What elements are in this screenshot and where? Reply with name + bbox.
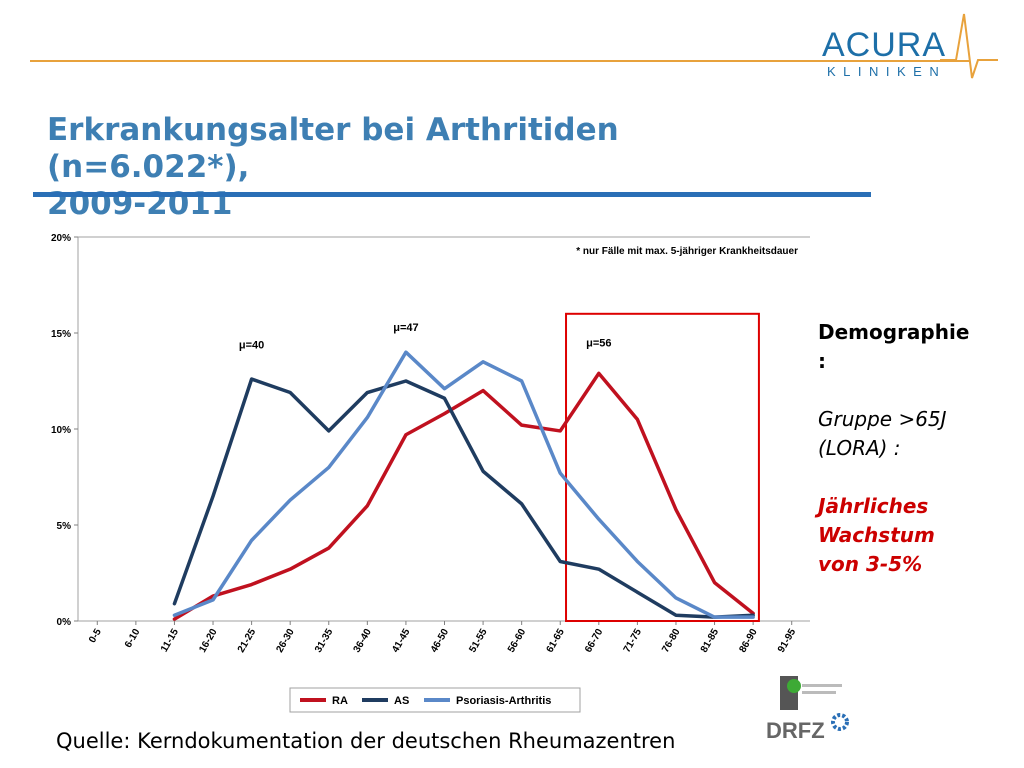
legend: RA AS Psoriasis-Arthritis: [289, 687, 581, 713]
header-line: [30, 60, 970, 62]
x-tick-label: 91-95: [776, 627, 799, 655]
x-tick-label: 66-70: [583, 627, 606, 655]
svg-text:DRFZ: DRFZ: [766, 718, 825, 743]
group-label-line-2: (LORA) :: [818, 436, 901, 460]
series-line-as: [172, 377, 755, 619]
x-tick-label: 26-30: [274, 627, 297, 655]
x-tick-label: 11-15: [159, 627, 181, 655]
x-tick-label: 16-20: [197, 627, 220, 655]
source-note: Quelle: Kerndokumentation der deutschen …: [56, 729, 676, 753]
x-tick-label: 0-5: [87, 627, 104, 645]
y-axis: 0% 5% 10% 15% 20%: [51, 233, 78, 628]
x-tick-label: 6-10: [123, 627, 143, 650]
legend-label: Psoriasis-Arthritis: [456, 695, 551, 707]
growth-line-2: Wachstum: [818, 523, 935, 547]
x-tick-label: 51-55: [467, 627, 490, 655]
y-tick-label: 10%: [51, 425, 71, 436]
y-tick-label: 20%: [51, 233, 71, 244]
chart-note: * nur Fälle mit max. 5-jähriger Krankhei…: [576, 246, 798, 257]
acura-logo-text: ACURA: [822, 26, 947, 64]
title-underline: [33, 192, 871, 197]
y-tick-label: 5%: [57, 521, 72, 532]
x-tick-label: 56-60: [506, 627, 529, 655]
mean-label: μ=56: [586, 337, 611, 349]
drfz-logo-icon: DRFZ: [766, 676, 849, 743]
mean-label: μ=47: [393, 322, 418, 334]
legend-label: AS: [394, 695, 409, 707]
growth-line-1: Jährliches: [818, 494, 929, 518]
x-tick-label: 21-25: [236, 627, 259, 655]
y-tick-label: 0%: [57, 617, 72, 628]
x-tick-label: 81-85: [699, 627, 722, 655]
y-tick-label: 15%: [51, 329, 71, 340]
series-line-ra: [172, 371, 755, 621]
title-line-1: Erkrankungsalter bei Arthritiden (n=6.02…: [47, 112, 619, 185]
x-tick-label: 46-50: [429, 627, 452, 655]
series-lines: [172, 350, 755, 621]
age-onset-chart: 0% 5% 10% 15% 20% 0-5 6-10 11-15 16-20 21-25 26-3…: [51, 233, 810, 713]
slide-title: Erkrankungsalter bei Arthritiden (n=6.02…: [47, 112, 807, 223]
x-tick-label: 71-75: [622, 627, 645, 655]
x-tick-label: 86-90: [737, 627, 760, 655]
growth-line-3: von 3-5%: [818, 552, 923, 576]
group-label-line-1: Gruppe >65J: [818, 407, 947, 431]
x-tick-label: 31-35: [313, 627, 336, 655]
series-line-psoriasis-arthritis: [172, 350, 755, 619]
x-tick-label: 36-40: [352, 627, 375, 655]
lora-highlight-box: [565, 312, 760, 623]
x-tick-label: 61-65: [545, 627, 568, 655]
x-axis: 0-5 6-10 11-15 16-20 21-25 26-30 31-35 36-40 41-…: [87, 621, 799, 655]
mean-label: μ=40: [239, 339, 264, 351]
plot-area: [77, 236, 810, 622]
mean-annotations: μ=40 μ=47 μ=56: [239, 322, 612, 351]
pulse-logo-icon: [940, 13, 998, 79]
demography-heading-colon: :: [818, 349, 826, 373]
demography-panel: Demographie : Gruppe >65J (LORA) : Jährl…: [818, 318, 1018, 579]
kliniken-logo-text: KLINIKEN: [827, 64, 947, 79]
x-tick-label: 76-80: [660, 627, 683, 655]
legend-label: RA: [332, 695, 348, 707]
x-tick-label: 41-45: [390, 627, 413, 655]
demography-heading: Demographie: [818, 320, 970, 344]
